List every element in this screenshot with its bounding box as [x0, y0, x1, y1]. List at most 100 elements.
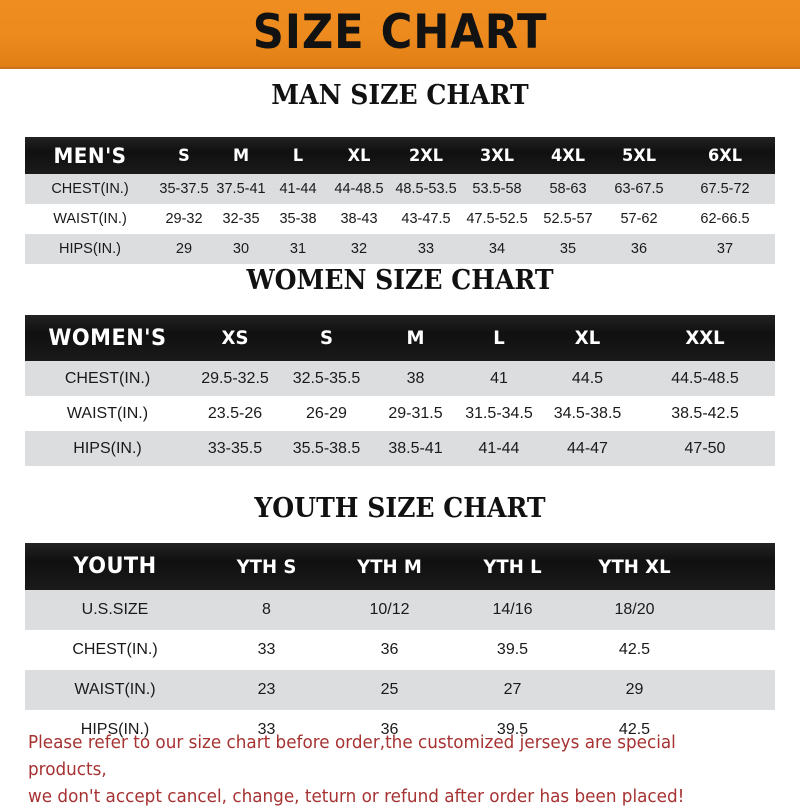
women-size-col-3: L [493, 327, 505, 349]
men-size-col-8: 6XL [708, 145, 742, 166]
men-row-2-cell-4: 33 [417, 241, 435, 257]
men-row-1-label: WAIST(IN.) [53, 211, 127, 227]
men-row-1-cell-0: 29-32 [165, 211, 203, 227]
men-row-0-cell-5: 53.5-58 [472, 181, 522, 197]
youth-row-2-cell-1: 25 [380, 681, 399, 698]
youth-size-col-2: YTH L [483, 555, 542, 578]
women-row-0-cell-2: 38 [406, 369, 425, 387]
women-size-col-5: XXL [685, 327, 725, 349]
women-row-1-cell-2: 29-31.5 [388, 404, 443, 422]
men-row-label-header: MEN'S [53, 143, 127, 168]
men-row-2-label: HIPS(IN.) [58, 241, 122, 257]
men-size-col-5: 3XL [480, 145, 514, 166]
youth-size-col-3: YTH XL [598, 555, 671, 578]
women-row-0-cell-5: 44.5-48.5 [671, 369, 739, 387]
table-row: HIPS(IN.) 33 36 39.5 42.5 [25, 710, 775, 750]
table-row: WAIST(IN.) 29-32 32-35 35-38 38-43 43-47… [25, 204, 775, 234]
youth-row-3-label: HIPS(IN.) [80, 721, 150, 738]
men-section-title: MAN SIZE CHART [271, 80, 529, 111]
men-row-0-cell-3: 44-48.5 [334, 181, 384, 197]
women-row-0-cell-1: 32.5-35.5 [292, 369, 361, 387]
page-title: SIZE CHART [252, 4, 548, 60]
youth-size-col-1: YTH M [357, 555, 422, 578]
men-row-1-cell-8: 62-66.5 [700, 211, 750, 227]
youth-row-0-cell-0: 8 [262, 601, 271, 618]
men-row-1-cell-5: 47.5-52.5 [466, 211, 528, 227]
men-header-row: MEN'S S M L XL 2XL 3XL 4XL 5XL 6XL [25, 137, 775, 174]
youth-header-row: YOUTH YTH S YTH M YTH L YTH XL [25, 543, 775, 590]
men-row-2-cell-6: 35 [559, 241, 577, 257]
men-table-body: MEN'S S M L XL 2XL 3XL 4XL 5XL 6XL CHEST… [25, 137, 775, 264]
women-row-0-cell-4: 44.5 [571, 369, 604, 387]
men-size-col-7: 5XL [622, 145, 656, 166]
table-row: HIPS(IN.) 29 30 31 32 33 34 35 36 37 [25, 234, 775, 264]
men-row-0-cell-7: 63-67.5 [614, 181, 664, 197]
women-size-table: WOMEN'S XS S M L XL XXL CHEST(IN.) 29.5-… [25, 315, 775, 466]
youth-row-1-spacer [695, 630, 775, 670]
women-row-1-cell-5: 38.5-42.5 [671, 404, 739, 422]
youth-row-1-cell-3: 42.5 [618, 641, 651, 658]
men-row-0-cell-2: 41-44 [279, 181, 317, 197]
page-banner: SIZE CHART [0, 0, 800, 69]
women-row-1-cell-1: 26-29 [306, 404, 347, 422]
youth-header-spacer [697, 543, 773, 590]
youth-row-2-spacer [695, 670, 775, 710]
women-row-0-label: CHEST(IN.) [64, 369, 151, 387]
men-size-col-2: L [292, 145, 304, 166]
men-row-1-cell-1: 32-35 [222, 211, 260, 227]
men-row-1-cell-7: 57-62 [620, 211, 658, 227]
women-table-body: WOMEN'S XS S M L XL XXL CHEST(IN.) 29.5-… [25, 315, 775, 466]
men-row-2-cell-5: 34 [488, 241, 506, 257]
women-row-label-header: WOMEN'S [48, 325, 167, 351]
women-size-col-1: S [319, 327, 334, 349]
youth-row-2-label: WAIST(IN.) [74, 681, 156, 698]
men-size-col-4: 2XL [409, 145, 443, 166]
men-size-col-0: S [178, 145, 190, 166]
men-row-0-cell-4: 48.5-53.5 [395, 181, 457, 197]
youth-row-0-cell-3: 18/20 [614, 601, 655, 618]
women-section-title: WOMEN SIZE CHART [246, 265, 554, 296]
youth-row-0-cell-2: 14/16 [492, 601, 533, 618]
youth-row-0-spacer [695, 590, 775, 630]
women-row-2-cell-3: 41-44 [478, 439, 520, 457]
youth-row-0-label: U.S.SIZE [81, 601, 149, 618]
men-size-table: MEN'S S M L XL 2XL 3XL 4XL 5XL 6XL CHEST… [25, 137, 775, 264]
women-row-2-cell-5: 47-50 [684, 439, 726, 457]
women-header-row: WOMEN'S XS S M L XL XXL [25, 315, 775, 361]
women-row-2-cell-1: 35.5-38.5 [292, 439, 361, 457]
youth-table-body: YOUTH YTH S YTH M YTH L YTH XL U.S.SIZE … [25, 543, 775, 750]
youth-row-3-cell-3: 42.5 [618, 721, 651, 738]
footer-note-line-1: Please refer to our size chart before or… [28, 733, 676, 781]
men-row-1-cell-3: 38-43 [340, 211, 378, 227]
men-size-col-6: 4XL [551, 145, 585, 166]
women-size-col-4: XL [574, 327, 601, 349]
youth-row-1-cell-1: 36 [380, 641, 399, 658]
youth-row-2-cell-0: 23 [257, 681, 276, 698]
table-row: U.S.SIZE 8 10/12 14/16 18/20 [25, 590, 775, 630]
youth-row-1-cell-2: 39.5 [496, 641, 529, 658]
table-row: CHEST(IN.) 33 36 39.5 42.5 [25, 630, 775, 670]
women-size-col-0: XS [221, 327, 249, 349]
women-row-2-cell-0: 33-35.5 [207, 439, 263, 457]
men-row-2-cell-3: 32 [350, 241, 368, 257]
youth-row-1-cell-0: 33 [257, 641, 276, 658]
men-row-0-cell-0: 35-37.5 [159, 181, 209, 197]
table-row: WAIST(IN.) 23.5-26 26-29 29-31.5 31.5-34… [25, 396, 775, 431]
women-row-0-cell-3: 41 [490, 369, 508, 387]
youth-row-3-cell-1: 36 [380, 721, 399, 738]
youth-size-col-0: YTH S [236, 555, 297, 578]
men-row-2-cell-2: 31 [289, 241, 307, 257]
youth-row-2-cell-3: 29 [625, 681, 644, 698]
men-row-1-cell-6: 52.5-57 [543, 211, 593, 227]
footer-note: Please refer to our size chart before or… [28, 730, 746, 811]
men-row-0-cell-1: 37.5-41 [216, 181, 266, 197]
men-row-1-cell-2: 35-38 [279, 211, 317, 227]
table-row: CHEST(IN.) 35-37.5 37.5-41 41-44 44-48.5… [25, 174, 775, 204]
men-size-col-1: M [232, 145, 250, 166]
men-row-0-cell-8: 67.5-72 [700, 181, 750, 197]
women-row-1-cell-3: 31.5-34.5 [465, 404, 533, 422]
women-row-1-cell-4: 34.5-38.5 [553, 404, 622, 422]
men-row-0-cell-6: 58-63 [549, 181, 587, 197]
women-row-2-cell-4: 44-47 [567, 439, 608, 457]
women-size-col-2: M [406, 327, 425, 349]
